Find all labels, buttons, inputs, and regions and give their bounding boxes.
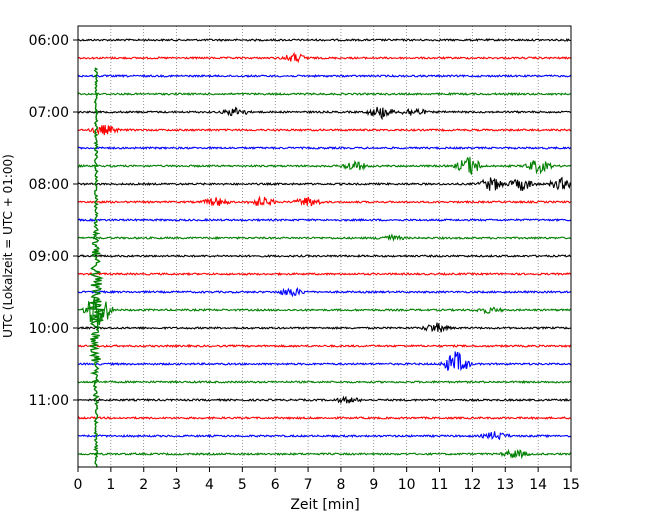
x-tick-label-6: 6 xyxy=(271,477,280,493)
x-tick-label-15: 15 xyxy=(562,477,580,493)
x-tick-label-0: 0 xyxy=(74,477,83,493)
trace-0945 xyxy=(77,297,572,330)
trace-1115 xyxy=(77,416,572,421)
y-tick-label-0700: 07:00 xyxy=(29,105,69,121)
y-tick-label-1000: 10:00 xyxy=(29,321,69,337)
x-tick-label-5: 5 xyxy=(238,477,247,493)
y-tick-label-1100: 11:00 xyxy=(29,393,69,409)
trace-1130 xyxy=(77,431,572,441)
big-event-signal xyxy=(85,67,105,468)
trace-1145 xyxy=(77,448,572,460)
trace-0600 xyxy=(77,37,572,43)
trace-0915 xyxy=(77,271,572,277)
trace-1015 xyxy=(77,343,572,349)
x-axis-ticks: 0 1 2 3 4 5 6 7 8 9 10 11 12 13 14 15 xyxy=(74,467,580,493)
trace-0845 xyxy=(77,233,572,242)
trace-1045 xyxy=(77,379,572,385)
y-tick-label-0800: 08:00 xyxy=(29,177,69,193)
x-tick-label-11: 11 xyxy=(431,477,449,493)
big-event-group xyxy=(85,67,105,468)
trace-0830 xyxy=(77,217,572,223)
y-axis-label: UTC (Lokalzeit = UTC + 01:00) xyxy=(1,154,15,338)
trace-0715 xyxy=(77,124,572,136)
x-tick-label-1: 1 xyxy=(106,477,115,493)
x-tick-label-13: 13 xyxy=(496,477,514,493)
trace-0630 xyxy=(77,73,572,79)
trace-0615 xyxy=(77,51,572,64)
trace-0900 xyxy=(77,253,572,258)
trace-0645 xyxy=(77,91,572,97)
trace-0700 xyxy=(77,106,572,121)
plot-frame xyxy=(77,25,572,468)
trace-group xyxy=(77,37,572,460)
trace-1000 xyxy=(77,322,572,333)
x-tick-label-14: 14 xyxy=(529,477,547,493)
x-tick-label-7: 7 xyxy=(304,477,313,493)
trace-0815 xyxy=(77,195,572,207)
x-tick-label-8: 8 xyxy=(336,477,345,493)
trace-0930 xyxy=(77,287,572,298)
y-tick-label-0600: 06:00 xyxy=(29,33,69,49)
trace-0800 xyxy=(77,176,572,191)
trace-1030 xyxy=(77,351,572,372)
x-tick-label-4: 4 xyxy=(205,477,214,493)
x-tick-label-2: 2 xyxy=(139,477,148,493)
x-tick-label-3: 3 xyxy=(172,477,181,493)
y-axis-ticks: 06:00 07:00 08:00 09:00 10:00 11:00 xyxy=(29,33,78,409)
y-tick-label-0900: 09:00 xyxy=(29,249,69,265)
trace-0730 xyxy=(77,146,572,151)
x-tick-label-9: 9 xyxy=(369,477,378,493)
x-tick-label-12: 12 xyxy=(463,477,481,493)
trace-1100 xyxy=(77,395,572,405)
trace-0745 xyxy=(77,156,572,176)
x-tick-label-10: 10 xyxy=(398,477,416,493)
plot-background xyxy=(78,26,571,467)
x-axis-label: Zeit [min] xyxy=(290,497,359,513)
